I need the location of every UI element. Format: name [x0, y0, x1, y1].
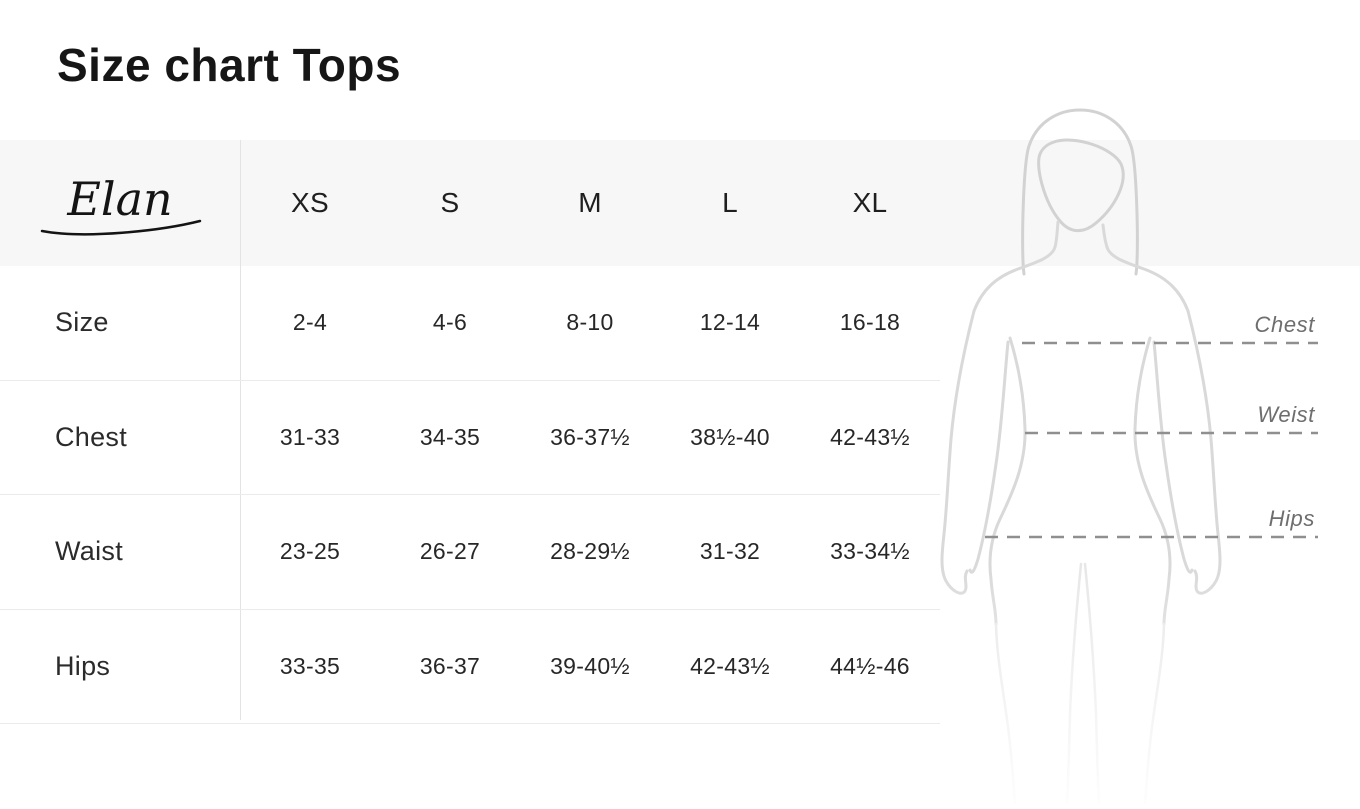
hips-annotation-label: Hips [1268, 506, 1315, 531]
cell-chest-xs: 31-33 [279, 423, 341, 450]
cell-waist-l: 31-32 [699, 538, 761, 565]
woman-outline-illustration [930, 108, 1360, 806]
figure-head-group [1021, 108, 1139, 276]
column-header-m: M [578, 187, 602, 218]
waist-annotation-label: Weist [1257, 402, 1315, 427]
cell-chest-m: 36-37½ [550, 423, 630, 450]
cell-size-m: 8-10 [566, 309, 614, 336]
page-title: Size chart Tops [57, 39, 402, 91]
row-label-size: Size [55, 307, 109, 338]
cell-hips-l: 42-43½ [690, 652, 770, 679]
table-row-waist: Waist 23-25 26-27 28-29½ 31-32 33-34½ [0, 495, 940, 610]
brand-logo-underline [40, 219, 202, 236]
figure-fade-overlay [930, 564, 1360, 804]
neck-right [1101, 223, 1109, 249]
cell-chest-s: 34-35 [419, 423, 481, 450]
brand-logo-text: Elan [66, 172, 172, 226]
arm-left-outer [940, 309, 976, 595]
table-row-hips: Hips 33-35 36-37 39-40½ 42-43½ 44½-46 [0, 610, 940, 724]
cell-waist-xs: 23-25 [279, 538, 341, 565]
cell-hips-xs: 33-35 [279, 652, 341, 679]
cell-hips-s: 36-37 [419, 652, 481, 679]
chest-annotation-label: Chest [1254, 312, 1315, 337]
cell-waist-xl: 33-34½ [830, 538, 910, 565]
column-header-l: L [722, 187, 738, 218]
column-header-xs: XS [291, 187, 329, 218]
table-vertical-divider [240, 140, 241, 720]
size-chart-table: Elan XS S M L XL Size 2-4 4-6 8-10 12-14… [0, 140, 940, 724]
table-row-chest: Chest 31-33 34-35 36-37½ 38½-40 42-43½ [0, 381, 940, 495]
cell-hips-m: 39-40½ [550, 652, 630, 679]
cell-size-xl: 16-18 [839, 309, 901, 336]
neck-left [1053, 220, 1060, 249]
shoulder-left [972, 245, 1057, 313]
arm-right-outer [1186, 309, 1222, 595]
face-outline [1037, 138, 1125, 233]
cell-size-l: 12-14 [699, 309, 761, 336]
cell-waist-s: 26-27 [419, 538, 481, 565]
cell-waist-m: 28-29½ [550, 538, 630, 565]
cell-hips-xl: 44½-46 [830, 652, 910, 679]
cell-size-xs: 2-4 [292, 309, 328, 336]
table-header-row: Elan XS S M L XL [0, 140, 940, 266]
brand-logo: Elan [40, 172, 202, 236]
column-header-s: S [440, 187, 460, 218]
cell-chest-l: 38½-40 [690, 423, 770, 450]
row-label-waist: Waist [55, 536, 123, 567]
column-header-xl: XL [852, 187, 888, 218]
brand-logo-cell: Elan [0, 163, 240, 243]
hair-outline [1021, 108, 1139, 276]
row-label-chest: Chest [55, 421, 128, 452]
cell-chest-xl: 42-43½ [830, 423, 910, 450]
row-label-hips: Hips [55, 650, 111, 681]
table-row-size: Size 2-4 4-6 8-10 12-14 16-18 [0, 266, 940, 381]
measurement-lines-group [985, 341, 1318, 539]
cell-size-s: 4-6 [432, 309, 468, 336]
shoulder-right [1105, 245, 1190, 313]
body-measurement-figure [930, 104, 1360, 806]
